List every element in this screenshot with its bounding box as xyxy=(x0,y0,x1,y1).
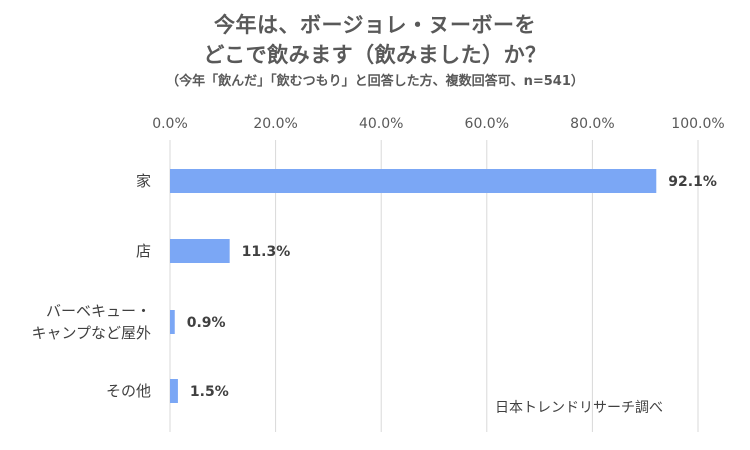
chart-title-block: 今年は、ボージョレ・ヌーボーを どこで飲みます（飲みました）か？ （今年「飲んだ… xyxy=(0,10,750,92)
data-label: 0.9% xyxy=(187,315,226,331)
x-tick-label: 20.0% xyxy=(253,116,297,132)
category-label: 家 xyxy=(136,172,151,190)
category-label: 店 xyxy=(136,242,151,260)
category-label: キャンプなど屋外 xyxy=(31,324,151,342)
category-label: その他 xyxy=(106,382,151,400)
chart-subtitle: （今年「飲んだ」「飲むつもり」と回答した方、複数回答可、n=541） xyxy=(166,74,584,89)
chart-title-line-2: どこで飲みます（飲みました）か？ xyxy=(203,43,547,67)
x-tick-label: 60.0% xyxy=(465,116,509,132)
x-tick-label: 0.0% xyxy=(152,116,188,132)
bar xyxy=(170,169,657,193)
x-tick-label: 100.0% xyxy=(671,116,724,132)
data-label: 11.3% xyxy=(242,244,291,260)
source-note: 日本トレンドリサーチ調べ xyxy=(495,400,663,416)
x-tick-label: 40.0% xyxy=(359,116,403,132)
bar xyxy=(170,239,230,263)
data-label: 92.1% xyxy=(668,174,717,190)
category-label: バーベキュー・ xyxy=(46,302,151,320)
bar xyxy=(170,310,175,334)
chart-title-line-1: 今年は、ボージョレ・ヌーボーを xyxy=(213,13,537,37)
data-label: 1.5% xyxy=(190,384,229,400)
bar xyxy=(170,379,178,403)
x-tick-label: 80.0% xyxy=(570,116,614,132)
